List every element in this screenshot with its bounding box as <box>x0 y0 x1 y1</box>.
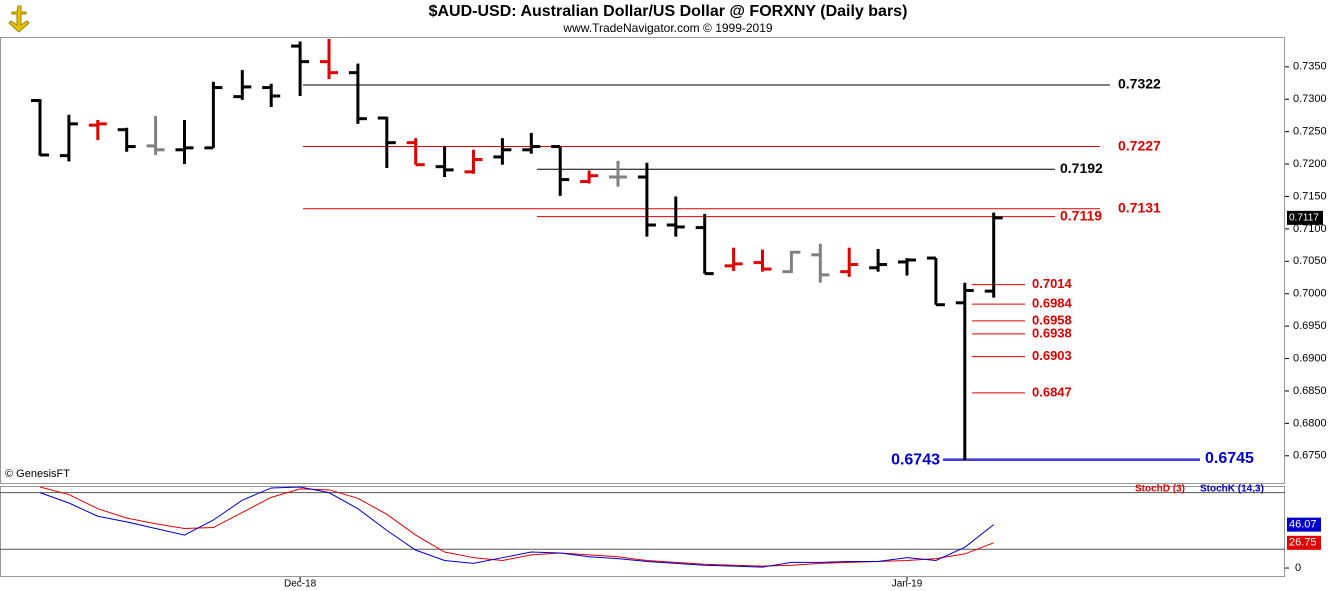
y-tick-label: 0.7300 <box>1293 93 1327 105</box>
level-label: 0.7119 <box>1060 207 1102 223</box>
legend-label: StochK (14,3) <box>1200 484 1264 495</box>
value-box <box>1287 535 1321 550</box>
level-label: 0.7131 <box>1118 199 1161 215</box>
y-tick-label: 0 <box>1295 562 1301 574</box>
legend-label: StochD (3) <box>1135 484 1185 495</box>
chart-title: $AUD-USD: Australian Dollar/US Dollar @ … <box>429 3 908 20</box>
stoch-line <box>39 486 994 567</box>
last-price-box <box>1287 210 1323 225</box>
stoch-panel <box>0 486 1285 577</box>
level-label: 0.6903 <box>1032 348 1072 363</box>
level-label: 0.6938 <box>1032 325 1072 340</box>
level-label: 0.7192 <box>1060 160 1103 176</box>
last-price-label: 0.7117 <box>1289 213 1319 224</box>
value-label: 26.75 <box>1289 537 1317 549</box>
y-tick-label: 0.7250 <box>1293 126 1327 138</box>
level-label: 0.6743 <box>891 452 940 469</box>
x-tick-label: Dec-18 <box>284 579 317 590</box>
logo <box>8 5 30 33</box>
level-label: 0.7227 <box>1118 137 1161 153</box>
level-label: 0.6958 <box>1032 312 1072 327</box>
y-tick-label: 0.6950 <box>1293 320 1327 332</box>
level-label: 0.6847 <box>1032 384 1072 399</box>
y-tick-label: 0.6750 <box>1293 450 1327 462</box>
level-label: 0.6745 <box>1205 450 1254 467</box>
y-tick-label: 0.6800 <box>1293 417 1327 429</box>
y-tick-label: 0.6850 <box>1293 385 1327 397</box>
y-tick-label: 0.7100 <box>1293 223 1327 235</box>
y-tick-label: 0.7000 <box>1293 288 1327 300</box>
value-label: 46.07 <box>1289 519 1317 531</box>
level-label: 0.6984 <box>1032 296 1073 311</box>
y-tick-label: 0.7200 <box>1293 158 1327 170</box>
level-label: 0.7014 <box>1032 276 1073 291</box>
price-panel <box>0 37 1285 484</box>
chart-subtitle: www.TradeNavigator.com © 1999-2019 <box>562 21 772 35</box>
level-label: 0.7322 <box>1118 76 1161 92</box>
y-tick-label: 0.7350 <box>1293 61 1327 73</box>
y-tick-label: 0.7050 <box>1293 255 1327 267</box>
stoch-line <box>39 486 995 568</box>
y-tick-label: 0.7150 <box>1293 190 1327 202</box>
credit: © GenesisFT <box>5 468 70 480</box>
value-box <box>1287 517 1321 532</box>
y-tick-label: 0.6900 <box>1293 352 1327 364</box>
x-tick-label: Jan-19 <box>892 579 923 590</box>
